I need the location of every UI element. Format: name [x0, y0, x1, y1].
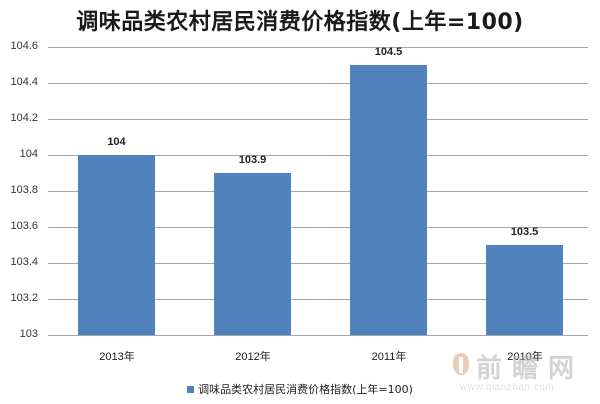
y-tick-label: 104 [19, 148, 38, 160]
y-tick-label: 103.4 [10, 256, 38, 268]
gridline [48, 191, 588, 192]
x-tick-label: 2013年 [99, 351, 135, 363]
watermark-logo-icon [453, 353, 469, 375]
x-tick-label: 2012年 [235, 351, 271, 363]
data-label: 104.5 [374, 46, 403, 58]
y-tick-label: 104.2 [10, 112, 38, 124]
gridline [48, 83, 588, 84]
legend-label: 调味品类农村居民消费价格指数(上年=100) [198, 383, 413, 396]
gridline [48, 155, 588, 156]
bar-2013 [78, 155, 155, 335]
watermark-text: 前瞻网 [476, 354, 585, 384]
gridline [48, 119, 588, 120]
gridline [48, 47, 588, 48]
data-label: 103.5 [510, 226, 539, 238]
legend-swatch [187, 386, 195, 393]
gridline [48, 227, 588, 228]
x-tick-label: 2010年 [507, 351, 543, 363]
gridline [48, 263, 588, 264]
bar-2011 [350, 65, 427, 335]
y-tick-label: 103.8 [10, 184, 38, 196]
gridline [48, 299, 588, 300]
bar-2012 [214, 173, 291, 335]
data-label: 104 [107, 136, 126, 148]
legend: 调味品类农村居民消费价格指数(上年=100) [0, 381, 600, 397]
y-tick-label: 104.6 [10, 40, 38, 52]
data-label: 103.9 [238, 154, 267, 166]
y-tick-label: 103.6 [10, 220, 38, 232]
chart-title: 调味品类农村居民消费价格指数(上年=100) [76, 10, 524, 35]
watermark: 前瞻网 www.qianzhan.com [452, 348, 598, 400]
bar-2010 [486, 245, 563, 335]
y-tick-label: 103.2 [10, 292, 38, 304]
x-axis-line [48, 335, 588, 336]
y-tick-label: 103 [19, 328, 38, 340]
x-tick-label: 2011年 [371, 351, 407, 363]
y-tick-label: 104.4 [10, 76, 38, 88]
watermark-url: www.qianzhan.com [460, 382, 555, 393]
